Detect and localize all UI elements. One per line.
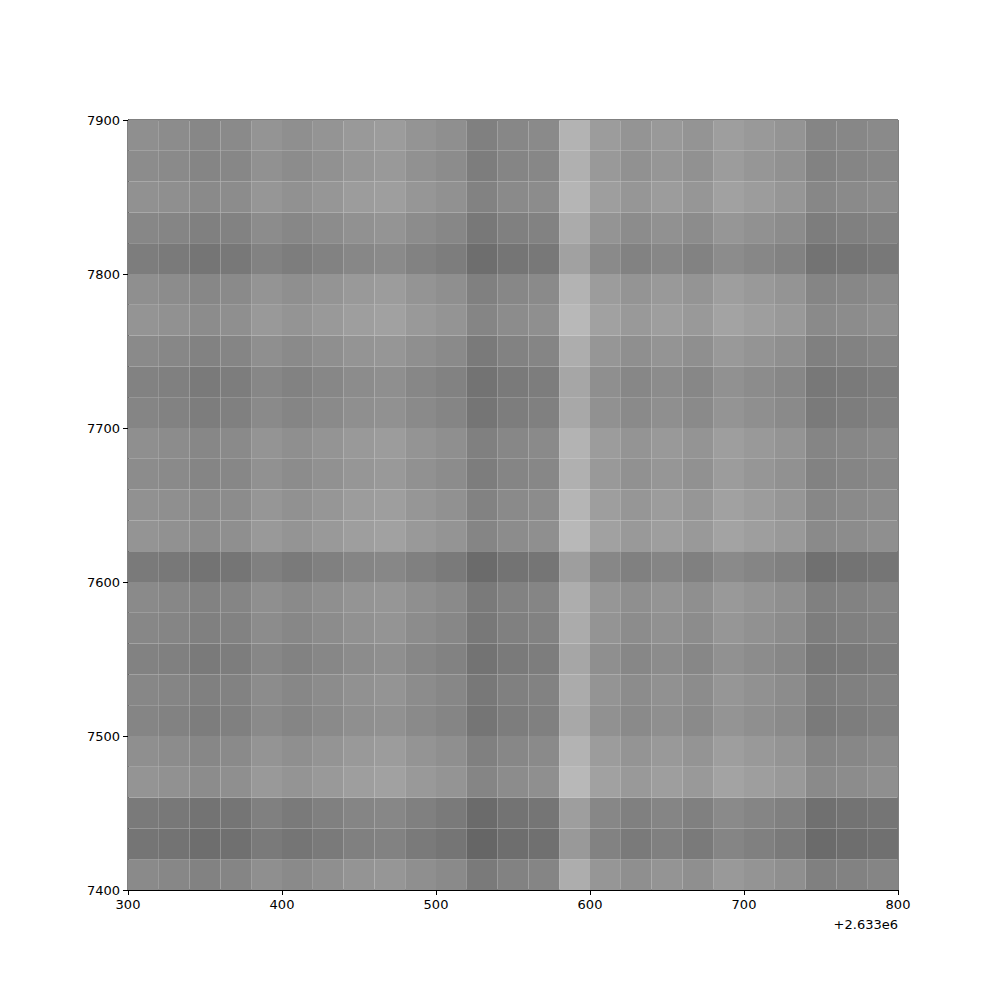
svg-text:500: 500 <box>424 897 449 912</box>
svg-text:600: 600 <box>578 897 603 912</box>
svg-text:7700: 7700 <box>87 421 120 436</box>
svg-text:7900: 7900 <box>87 113 120 128</box>
svg-text:+2.633e6: +2.633e6 <box>834 917 898 932</box>
svg-text:7400: 7400 <box>87 883 120 898</box>
svg-text:700: 700 <box>732 897 757 912</box>
svg-text:7800: 7800 <box>87 267 120 282</box>
svg-text:300: 300 <box>116 897 141 912</box>
svg-text:7600: 7600 <box>87 575 120 590</box>
svg-text:800: 800 <box>886 897 911 912</box>
svg-text:400: 400 <box>270 897 295 912</box>
svg-text:7500: 7500 <box>87 729 120 744</box>
